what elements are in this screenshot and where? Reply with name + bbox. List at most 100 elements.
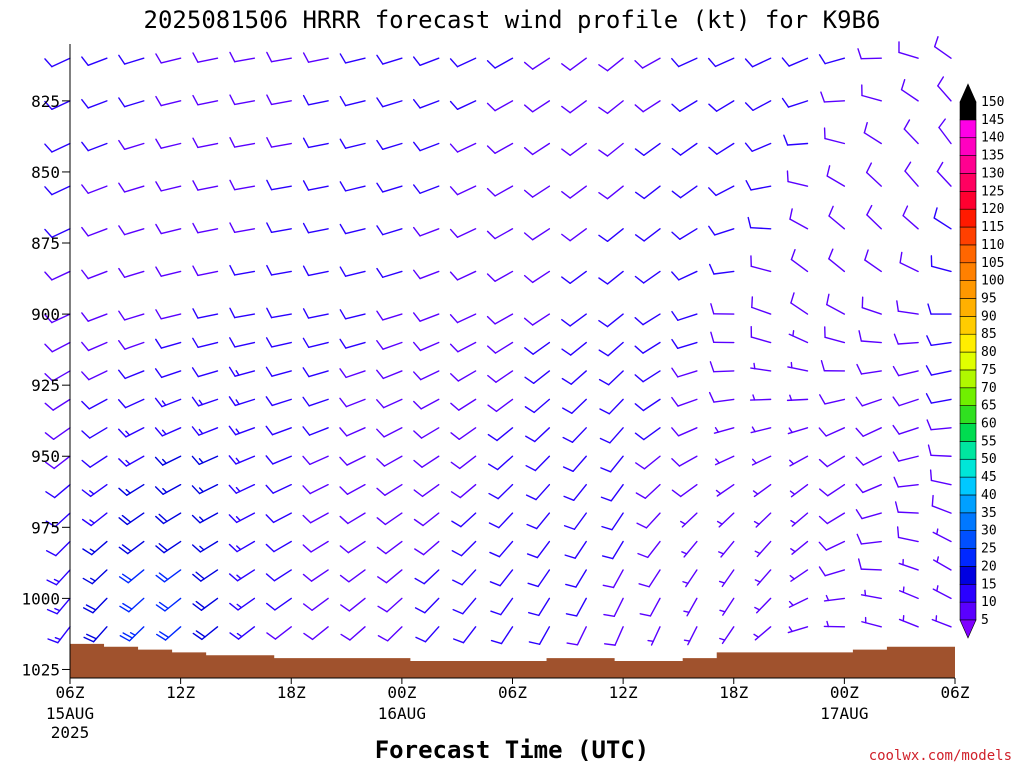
- wind-barb: [823, 620, 846, 628]
- x-tick-date: 17AUG: [820, 704, 868, 723]
- wind-barb: [192, 308, 219, 319]
- wind-barb: [487, 370, 514, 383]
- wind-barb-staff: [87, 228, 108, 237]
- wind-barb-full-barb: [228, 514, 238, 524]
- wind-barb: [744, 100, 772, 112]
- credit-link[interactable]: coolwx.com/models: [869, 748, 1012, 764]
- wind-barb: [302, 265, 329, 277]
- wind-barb-staff: [678, 270, 698, 281]
- wind-barb: [414, 597, 440, 614]
- wind-barb-full-barb: [450, 461, 461, 470]
- wind-barb-staff: [271, 398, 292, 407]
- wind-barb-staff: [713, 270, 735, 275]
- wind-barb: [561, 228, 587, 242]
- wind-barb-staff: [538, 626, 551, 645]
- wind-barb: [566, 626, 587, 646]
- wind-barb: [636, 512, 661, 529]
- wind-barb-half-barb: [753, 362, 756, 370]
- wind-barb-half-barb: [683, 610, 690, 614]
- wind-barb: [192, 626, 219, 641]
- wind-barb: [683, 626, 698, 646]
- wind-barb-full-barb: [751, 296, 754, 309]
- wind-barb-full-barb: [603, 613, 615, 618]
- wind-barb: [855, 427, 882, 437]
- wind-barb-full-barb: [634, 234, 645, 242]
- wind-barb-full-barb: [671, 103, 681, 112]
- wind-barb-staff: [826, 175, 846, 187]
- colorbar-label: 20: [981, 559, 997, 574]
- wind-barb-staff: [233, 228, 256, 234]
- wind-barb-full-barb: [83, 636, 95, 643]
- wind-barb-full-barb: [412, 341, 422, 352]
- wind-barb-staff: [642, 100, 661, 113]
- wind-barb-full-barb: [671, 367, 679, 378]
- wind-barb: [713, 427, 735, 434]
- wind-barb-full-barb: [857, 48, 862, 60]
- wind-barb: [561, 370, 587, 385]
- colorbar-label: 5: [981, 613, 989, 628]
- wind-barb-full-barb: [639, 613, 652, 617]
- wind-barb-full-barb: [191, 544, 202, 553]
- wind-barb-staff: [679, 100, 698, 112]
- wind-barb-staff: [750, 265, 772, 273]
- wind-barb-staff: [307, 185, 329, 191]
- wind-barb: [412, 370, 440, 381]
- wind-barb: [926, 419, 952, 431]
- wind-barb-staff: [535, 483, 551, 501]
- wind-barb: [155, 512, 182, 525]
- wind-barb-full-barb: [635, 492, 647, 499]
- wind-barb: [526, 540, 551, 559]
- wind-barb: [377, 569, 403, 584]
- wind-barb: [265, 337, 292, 348]
- wind-barb: [523, 228, 551, 241]
- wind-barb-full-barb: [155, 515, 165, 525]
- wind-barb-staff: [87, 185, 108, 194]
- wind-barb: [413, 483, 440, 498]
- wind-barb: [449, 228, 477, 238]
- wind-barb: [339, 427, 366, 437]
- wind-barb-full-barb: [828, 205, 834, 217]
- wind-barb-full-barb: [45, 520, 56, 528]
- wind-barb-staff: [898, 455, 919, 462]
- wind-barb-full-barb: [488, 522, 500, 529]
- wind-barb: [45, 540, 71, 557]
- wind-barb: [155, 266, 182, 277]
- wind-barb: [751, 296, 772, 315]
- wind-barb: [82, 569, 108, 585]
- wind-barb-full-barb: [228, 366, 236, 377]
- wind-barb-full-barb: [155, 53, 162, 64]
- wind-barb: [191, 367, 219, 378]
- wind-barb: [81, 341, 108, 352]
- wind-barb-staff: [310, 569, 329, 582]
- wind-barb: [44, 100, 71, 111]
- wind-barb: [523, 57, 551, 70]
- wind-barb-half-barb: [89, 519, 96, 524]
- wind-barb-staff: [422, 540, 440, 556]
- wind-barb: [753, 626, 772, 641]
- wind-barb-full-barb: [229, 222, 236, 234]
- wind-barb: [490, 597, 514, 616]
- wind-barb: [524, 370, 551, 384]
- wind-barb-full-barb: [708, 225, 716, 236]
- y-tick-label: 1000: [21, 589, 60, 608]
- axes: 825 850 875 900 925 950 975 1000 1025 06Z 15AUG202…: [21, 44, 970, 742]
- wind-barb-half-barb: [161, 429, 167, 435]
- wind-barb-full-barb: [523, 104, 534, 113]
- x-tick-label: 06Z: [941, 683, 970, 702]
- wind-barb-half-barb: [54, 607, 61, 612]
- wind-barb-full-barb: [449, 58, 459, 68]
- wind-barb-full-barb: [894, 501, 899, 513]
- wind-barb-full-barb: [781, 57, 790, 67]
- wind-barb-full-barb: [708, 187, 717, 197]
- wind-barb: [229, 337, 256, 348]
- wind-barb-staff: [344, 270, 366, 277]
- wind-barb: [789, 208, 809, 230]
- wind-barb-full-barb: [781, 97, 790, 108]
- wind-barb-full-barb: [412, 184, 421, 194]
- wind-barb-full-barb: [561, 191, 571, 199]
- wind-barb-staff: [456, 142, 477, 153]
- wind-barb: [119, 626, 145, 642]
- wind-barb: [634, 398, 661, 412]
- wind-barb-full-barb: [376, 54, 384, 65]
- wind-barb-staff: [270, 142, 292, 148]
